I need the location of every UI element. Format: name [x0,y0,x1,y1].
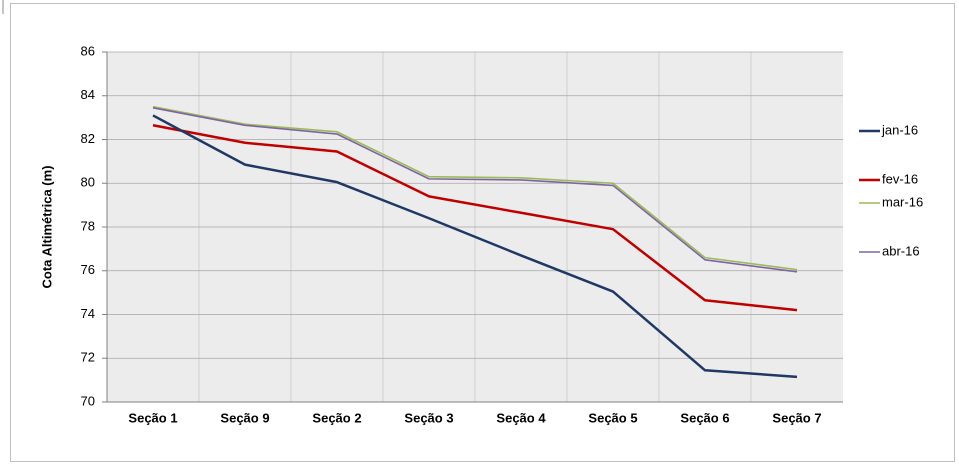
y-axis-label: Cota Altimétrica (m) [39,165,54,288]
y-tick-label: 78 [81,218,95,233]
y-tick-label: 70 [81,393,95,408]
series-line [152,106,798,273]
y-tick-label: 72 [81,350,95,365]
series-line [152,114,798,379]
y-tick-label: 86 [81,43,95,58]
y-tick-label: 82 [81,131,95,146]
legend-label: fev-16 [882,171,918,186]
y-tick-label: 76 [81,262,95,277]
legend-label: jan-16 [881,122,918,137]
x-tick-label: Seção 4 [496,410,546,425]
x-tick-label: Seção 5 [588,410,637,425]
series-line [152,105,798,271]
legend-label: abr-16 [882,243,920,258]
x-tick-label: Seção 7 [772,410,821,425]
y-tick-label: 84 [81,87,95,102]
x-tick-label: Seção 1 [128,410,177,425]
x-tick-label: Seção 3 [404,410,453,425]
x-tick-label: Seção 2 [312,410,361,425]
x-tick-label: Seção 6 [680,410,729,425]
legend-label: mar-16 [882,194,923,209]
y-tick-label: 80 [81,175,95,190]
series-line [152,124,798,312]
y-tick-label: 74 [81,306,95,321]
x-tick-label: Seção 9 [220,410,269,425]
